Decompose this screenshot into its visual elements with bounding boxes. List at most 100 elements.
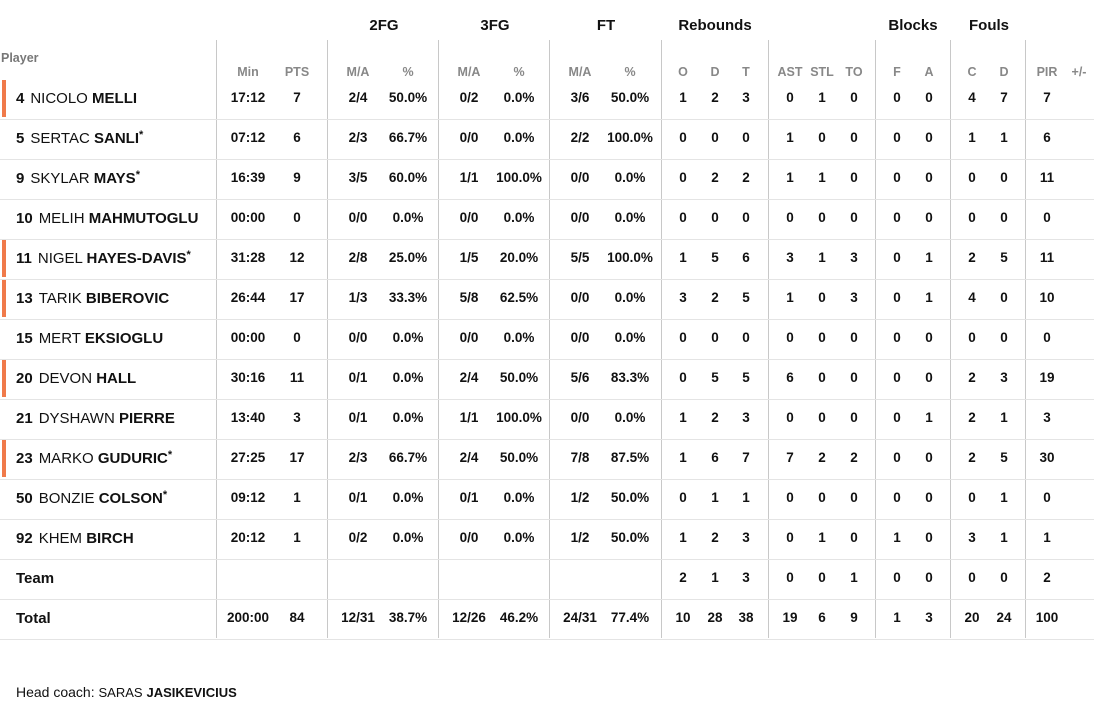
player-row[interactable]: 15 MERT EKSIOGLU 00:00 0 0/0 0.0% 0/0 0.0% 0/0 0.…	[0, 319, 1094, 360]
player-row[interactable]: 9 SKYLAR MAYS* 16:39 9 3/5 60.0% 1/1 100.0% 0/0 0…	[0, 159, 1094, 200]
player-last-name: MELLI	[92, 90, 138, 107]
player-row[interactable]: 5 SERTAC SANLI* 07:12 6 2/3 66.7% 0/0 0.0% 2/2 10…	[0, 119, 1094, 160]
player-name[interactable]: 9 SKYLAR MAYS*	[16, 169, 140, 187]
stat-stl: 0	[818, 490, 826, 505]
player-name[interactable]: 92 KHEM BIRCH	[16, 530, 134, 547]
player-name[interactable]: 50 BONZIE COLSON*	[16, 489, 168, 507]
player-last-name: COLSON	[98, 490, 163, 507]
player-first-name: MERT	[38, 330, 81, 347]
head-coach-label: Head coach:	[16, 684, 95, 700]
stat-2fg-made-attempted: 2/8	[348, 250, 368, 265]
player-star-marker: *	[162, 489, 168, 501]
stat-reb-off: 1	[679, 450, 687, 465]
group-header-rebounds: Rebounds	[678, 17, 752, 34]
stat-ft-made-attempted: 5/6	[570, 370, 590, 385]
stat-fouls-drawn: 7	[1000, 90, 1008, 105]
player-name[interactable]: 10 MELIH MAHMUTOGLU	[16, 210, 198, 227]
stat-3fg-made-attempted: 0/0	[459, 130, 479, 145]
stat-fouls-committed: 4	[968, 290, 976, 305]
player-column-header: Player	[1, 51, 39, 65]
player-name[interactable]: 23 MARKO GUDURIC*	[16, 449, 172, 467]
stat-to: 0	[850, 330, 858, 345]
stat-reb-off: 0	[679, 490, 687, 505]
player-name[interactable]: 13 TARIK BIBEROVIC	[16, 290, 169, 307]
player-row[interactable]: 10 MELIH MAHMUTOGLU 00:00 0 0/0 0.0% 0/0 0.0% 0/…	[0, 199, 1094, 240]
stat-ft-pct: 0.0%	[614, 410, 646, 425]
stat-blk-for: 0	[893, 330, 901, 345]
stat-ast: 0	[786, 90, 794, 105]
player-row[interactable]: 20 DEVON HALL 30:16 11 0/1 0.0% 2/4 50.0% 5/6 83.…	[0, 359, 1094, 400]
starter-indicator	[2, 280, 6, 317]
player-row[interactable]: 11 NIGEL HAYES-DAVIS* 31:28 12 2/8 25.0% 1/5 20…	[0, 239, 1094, 280]
group-header-fouls: Fouls	[969, 17, 1009, 34]
stat-pir: 10	[1039, 290, 1055, 305]
stat-stl: 0	[818, 410, 826, 425]
stat-pir: 0	[1043, 490, 1051, 505]
stat-3fg-made-attempted: 0/0	[459, 530, 479, 545]
stat-ast: 3	[786, 250, 794, 265]
stat-3fg-made-attempted: 0/0	[459, 210, 479, 225]
player-first-name: SKYLAR	[30, 170, 90, 187]
player-row[interactable]: 23 MARKO GUDURIC* 27:25 17 2/3 66.7% 2/4 50.0% 7…	[0, 439, 1094, 480]
stat-reb-def: 6	[711, 450, 719, 465]
player-row[interactable]: 21 DYSHAWN PIERRE 13:40 3 0/1 0.0% 1/1 100.0% 0/…	[0, 399, 1094, 440]
player-first-name: KHEM	[38, 530, 83, 547]
stat-2fg-pct: 0.0%	[392, 330, 424, 345]
column-header-2fg-pct: %	[402, 65, 414, 79]
column-divider	[1025, 40, 1026, 638]
stat-fouls-drawn: 24	[996, 610, 1012, 625]
stat-blk-for: 0	[893, 370, 901, 385]
player-row[interactable]: 13 TARIK BIBEROVIC 26:44 17 1/3 33.3% 5/8 62.5%…	[0, 279, 1094, 320]
stat-ast: 1	[786, 290, 794, 305]
stat-fouls-drawn: 0	[1000, 570, 1008, 585]
stat-reb-total: 3	[742, 570, 750, 585]
player-name[interactable]: 15 MERT EKSIOGLU	[16, 330, 163, 347]
stat-ast: 7	[786, 450, 794, 465]
stat-ast: 0	[786, 490, 794, 505]
player-name[interactable]: 21 DYSHAWN PIERRE	[16, 410, 175, 427]
stat-blk-against: 0	[925, 90, 933, 105]
stat-fouls-committed: 2	[968, 370, 976, 385]
head-coach-last-name: JASIKEVICIUS	[146, 685, 237, 700]
stat-pir: 0	[1043, 330, 1051, 345]
stat-stl: 0	[818, 210, 826, 225]
player-name[interactable]: 4 NICOLO MELLI	[16, 90, 137, 107]
player-row[interactable]: 50 BONZIE COLSON* 09:12 1 0/1 0.0% 0/1 0.0% 1/2 5…	[0, 479, 1094, 520]
stat-reb-total: 3	[742, 410, 750, 425]
player-star-marker: *	[186, 249, 191, 261]
stat-fouls-committed: 2	[968, 410, 976, 425]
stat-pir: 1	[1043, 530, 1051, 545]
player-number: 9	[16, 170, 25, 187]
stat-min: 31:28	[230, 250, 266, 265]
player-name[interactable]: 5 SERTAC SANLI*	[16, 129, 143, 147]
player-name[interactable]: 11 NIGEL HAYES-DAVIS*	[16, 249, 191, 267]
stat-fouls-committed: 2	[968, 250, 976, 265]
stat-to: 0	[850, 490, 858, 505]
starter-indicator	[2, 360, 6, 397]
player-last-name: SANLI	[93, 130, 139, 147]
stat-fouls-drawn: 0	[1000, 210, 1008, 225]
column-divider	[438, 40, 439, 638]
stat-ft-made-attempted: 0/0	[570, 330, 590, 345]
player-star-marker: *	[135, 169, 140, 181]
stat-ft-made-attempted: 24/31	[563, 610, 597, 625]
stat-2fg-pct: 33.3%	[388, 290, 428, 305]
stat-min: 09:12	[230, 490, 266, 505]
stat-blk-for: 1	[893, 530, 901, 545]
stat-3fg-pct: 0.0%	[503, 490, 535, 505]
stat-fouls-drawn: 3	[1000, 370, 1008, 385]
stat-reb-off: 1	[679, 410, 687, 425]
stat-2fg-made-attempted: 2/3	[348, 450, 368, 465]
team-row-label: Team	[16, 570, 55, 587]
player-row[interactable]: 92 KHEM BIRCH 20:12 1 0/2 0.0% 0/0 0.0% 1/2 50.0%…	[0, 519, 1094, 560]
player-row[interactable]: 4 NICOLO MELLI 17:12 7 2/4 50.0% 0/2 0.0% 3/6 50.…	[0, 79, 1094, 120]
stat-pts: 9	[293, 170, 301, 185]
stat-to: 3	[850, 250, 858, 265]
player-name[interactable]: 20 DEVON HALL	[16, 370, 136, 387]
stat-to: 0	[850, 370, 858, 385]
player-last-name: MAHMUTOGLU	[88, 210, 199, 227]
stat-reb-total: 3	[742, 90, 750, 105]
stat-ft-pct: 0.0%	[614, 210, 646, 225]
stat-2fg-made-attempted: 0/0	[348, 330, 368, 345]
stat-pir: 11	[1039, 170, 1055, 185]
